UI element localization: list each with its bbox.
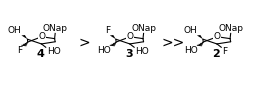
Text: >>: >> xyxy=(161,36,185,50)
Polygon shape xyxy=(197,35,203,39)
Text: HO: HO xyxy=(135,47,149,56)
Text: HO: HO xyxy=(97,46,111,55)
Text: 4: 4 xyxy=(36,49,44,59)
Text: OH: OH xyxy=(184,26,197,35)
Text: 2: 2 xyxy=(212,49,220,59)
Text: 3: 3 xyxy=(125,49,133,59)
Polygon shape xyxy=(110,35,116,39)
Polygon shape xyxy=(21,35,28,39)
Text: F: F xyxy=(222,47,228,56)
Text: ONap: ONap xyxy=(131,24,156,33)
Text: HO: HO xyxy=(47,47,61,56)
Text: HO: HO xyxy=(184,46,198,55)
Text: O: O xyxy=(38,32,45,41)
Text: O: O xyxy=(127,32,134,41)
Text: ONap: ONap xyxy=(43,24,68,33)
Text: ONap: ONap xyxy=(218,24,243,33)
Text: F: F xyxy=(17,46,22,55)
Text: O: O xyxy=(214,32,221,41)
Text: >: > xyxy=(79,36,90,50)
Text: F: F xyxy=(105,26,110,35)
Text: OH: OH xyxy=(8,26,22,35)
